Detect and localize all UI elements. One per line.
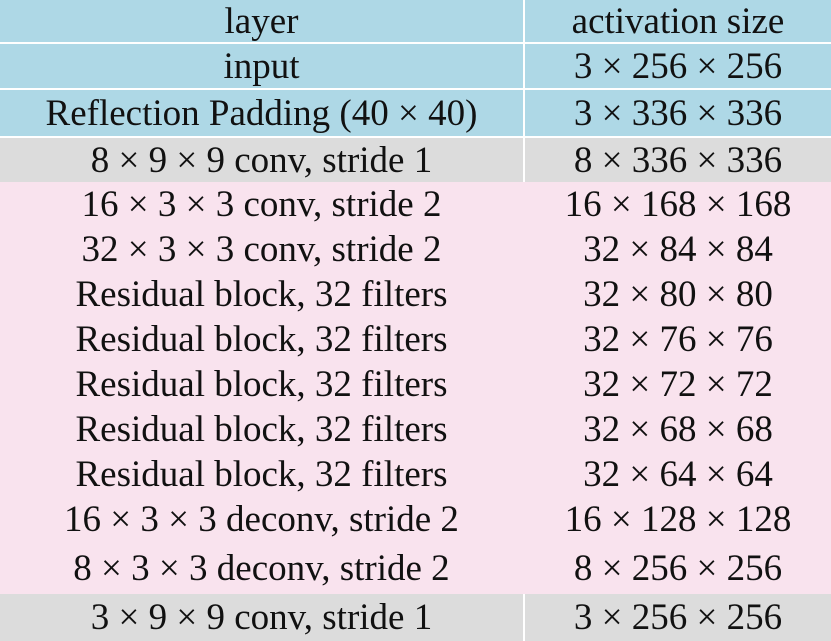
layer-cell: Residual block, 32 filters	[0, 452, 523, 497]
activation-size-cell: 8 × 256 × 256	[525, 542, 831, 594]
layer-cell: Residual block, 32 filters	[0, 272, 523, 317]
table-row: Residual block, 32 filters 32 × 76 × 76	[0, 317, 831, 362]
activation-size-cell: 32 × 72 × 72	[525, 362, 831, 407]
layer-cell: Residual block, 32 filters	[0, 362, 523, 407]
table-row: Residual block, 32 filters 32 × 64 × 64	[0, 452, 831, 497]
activation-size-cell: 32 × 76 × 76	[525, 317, 831, 362]
activation-size-cell: 3 × 256 × 256	[525, 594, 831, 641]
layer-cell: Residual block, 32 filters	[0, 407, 523, 452]
table-row: 16 × 3 × 3 conv, stride 2 16 × 168 × 168	[0, 182, 831, 227]
activation-size-cell: 3 × 336 × 336	[525, 90, 831, 136]
layer-cell: 8 × 3 × 3 deconv, stride 2	[0, 542, 523, 594]
column-divider	[523, 227, 525, 272]
column-divider	[523, 594, 525, 641]
layer-cell: 32 × 3 × 3 conv, stride 2	[0, 227, 523, 272]
row-separator	[0, 42, 831, 44]
layer-cell: Reflection Padding (40 × 40)	[0, 90, 523, 136]
activation-size-cell: 16 × 168 × 168	[525, 182, 831, 227]
layer-cell: 3 × 9 × 9 conv, stride 1	[0, 594, 523, 641]
header-layer: layer	[0, 0, 523, 42]
header-row: layer activation size	[0, 0, 831, 42]
column-divider	[523, 362, 525, 407]
column-divider	[523, 542, 525, 594]
activation-size-cell: 32 × 68 × 68	[525, 407, 831, 452]
header-activation-size: activation size	[525, 0, 831, 42]
activation-size-cell: 32 × 80 × 80	[525, 272, 831, 317]
table-row: Residual block, 32 filters 32 × 68 × 68	[0, 407, 831, 452]
column-divider	[523, 0, 525, 42]
activation-size-cell: 16 × 128 × 128	[525, 497, 831, 542]
column-divider	[523, 44, 525, 88]
table-row: Residual block, 32 filters 32 × 72 × 72	[0, 362, 831, 407]
table-row: 8 × 9 × 9 conv, stride 1 8 × 336 × 336	[0, 138, 831, 182]
table-row: 8 × 3 × 3 deconv, stride 2 8 × 256 × 256	[0, 542, 831, 594]
layer-cell: 16 × 3 × 3 conv, stride 2	[0, 182, 523, 227]
table-row: input 3 × 256 × 256	[0, 44, 831, 88]
column-divider	[523, 138, 525, 182]
layer-cell: 16 × 3 × 3 deconv, stride 2	[0, 497, 523, 542]
column-divider	[523, 272, 525, 317]
table-row: 3 × 9 × 9 conv, stride 1 3 × 256 × 256	[0, 594, 831, 641]
row-separator	[0, 88, 831, 90]
activation-size-cell: 32 × 64 × 64	[525, 452, 831, 497]
activation-size-cell: 3 × 256 × 256	[525, 44, 831, 88]
layer-cell: 8 × 9 × 9 conv, stride 1	[0, 138, 523, 182]
row-separator	[0, 136, 831, 138]
column-divider	[523, 317, 525, 362]
column-divider	[523, 90, 525, 136]
layer-cell: input	[0, 44, 523, 88]
column-divider	[523, 497, 525, 542]
activation-size-cell: 8 × 336 × 336	[525, 138, 831, 182]
table-row: Reflection Padding (40 × 40) 3 × 336 × 3…	[0, 90, 831, 136]
table-row: Residual block, 32 filters 32 × 80 × 80	[0, 272, 831, 317]
column-divider	[523, 452, 525, 497]
column-divider	[523, 182, 525, 227]
table-row: 32 × 3 × 3 conv, stride 2 32 × 84 × 84	[0, 227, 831, 272]
table-row: 16 × 3 × 3 deconv, stride 2 16 × 128 × 1…	[0, 497, 831, 542]
column-divider	[523, 407, 525, 452]
layer-cell: Residual block, 32 filters	[0, 317, 523, 362]
activation-size-cell: 32 × 84 × 84	[525, 227, 831, 272]
